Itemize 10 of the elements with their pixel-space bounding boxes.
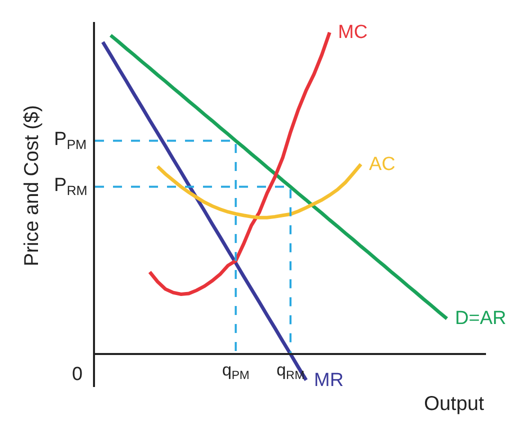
series-label: MR <box>314 370 344 391</box>
x-tick-label: q$_{PM}$ <box>222 360 250 382</box>
text: 0 <box>72 364 83 385</box>
x-axis-title: Output <box>424 393 484 415</box>
y-axis-title: Price and Cost ($) <box>20 105 43 266</box>
series-label: AC <box>369 154 396 175</box>
ref-line-label: P$_{PM}$ <box>54 129 87 152</box>
series-label: D=AR <box>455 308 506 329</box>
ref-line-label: P$_{RM}$ <box>54 175 88 198</box>
series-label: MC <box>338 22 368 43</box>
